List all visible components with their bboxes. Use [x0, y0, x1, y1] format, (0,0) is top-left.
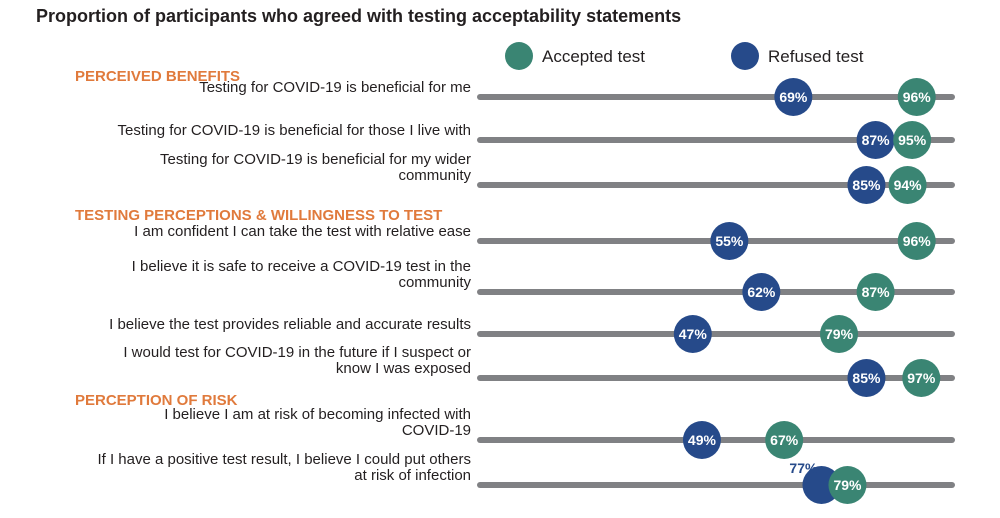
- refused-point: [774, 78, 813, 116]
- row-label: I would test for COVID-19 in the future …: [123, 344, 471, 361]
- accepted-point: [897, 222, 936, 260]
- accepted-point: [888, 166, 927, 204]
- refused-value: 85%: [852, 177, 881, 193]
- legend-label: Accepted test: [542, 47, 645, 66]
- legend-label: Refused test: [768, 47, 864, 66]
- accepted-value: 94%: [894, 177, 923, 193]
- refused-value: 62%: [747, 284, 776, 300]
- section-heading: TESTING PERCEPTIONS & WILLINGNESS TO TES…: [75, 207, 442, 224]
- row-label: know I was exposed: [336, 360, 471, 377]
- row-label: I believe I am at risk of becoming infec…: [164, 406, 471, 423]
- refused-value: 55%: [715, 233, 744, 249]
- refused-point: [847, 359, 886, 397]
- accepted-value: 87%: [862, 284, 891, 300]
- refused-value: 87%: [862, 132, 891, 148]
- row-label: If I have a positive test result, I beli…: [97, 451, 471, 468]
- refused-point: [673, 315, 712, 353]
- refused-point: [710, 222, 749, 260]
- refused-point: [847, 166, 886, 204]
- section-heading: PERCEIVED BENEFITS: [75, 68, 240, 85]
- refused-value: 49%: [688, 432, 717, 448]
- refused-value: 77%: [789, 460, 818, 476]
- accepted-point: [897, 78, 936, 116]
- row-label: community: [398, 274, 471, 291]
- accepted-value: 67%: [770, 432, 799, 448]
- row-label: I believe the test provides reliable and…: [109, 316, 471, 333]
- row-label: Testing for COVID-19 is beneficial for m…: [160, 151, 471, 168]
- accepted-point: [902, 359, 941, 397]
- refused-point: [802, 466, 841, 504]
- accepted-point: [856, 273, 895, 311]
- accepted-value: 96%: [903, 233, 932, 249]
- accepted-value: 79%: [825, 326, 854, 342]
- accepted-value: 96%: [903, 89, 932, 105]
- refused-point: [856, 121, 895, 159]
- row-label: COVID-19: [402, 422, 471, 439]
- row-label: community: [398, 167, 471, 184]
- accepted-value: 95%: [898, 132, 927, 148]
- accepted-point: [820, 315, 859, 353]
- accepted-value: 97%: [907, 370, 936, 386]
- refused-value: 69%: [779, 89, 808, 105]
- chart-title: Proportion of participants who agreed wi…: [36, 6, 682, 26]
- legend-marker-refused: [731, 42, 759, 70]
- row-label: at risk of infection: [354, 467, 471, 484]
- accepted-point: [893, 121, 932, 159]
- refused-point: [742, 273, 781, 311]
- row-label: Testing for COVID-19 is beneficial for t…: [118, 122, 471, 139]
- section-heading: PERCEPTION OF RISK: [75, 392, 238, 409]
- row-label: I believe it is safe to receive a COVID-…: [132, 258, 471, 275]
- row-label: I am confident I can take the test with …: [134, 223, 471, 240]
- legend-marker-accepted: [505, 42, 533, 70]
- row-label: Testing for COVID-19 is beneficial for m…: [199, 79, 471, 96]
- accepted-point: [765, 421, 804, 459]
- accepted-point: [828, 466, 867, 504]
- refused-point: [682, 421, 721, 459]
- refused-value: 85%: [852, 370, 881, 386]
- accepted-value: 79%: [833, 477, 862, 493]
- refused-value: 47%: [679, 326, 708, 342]
